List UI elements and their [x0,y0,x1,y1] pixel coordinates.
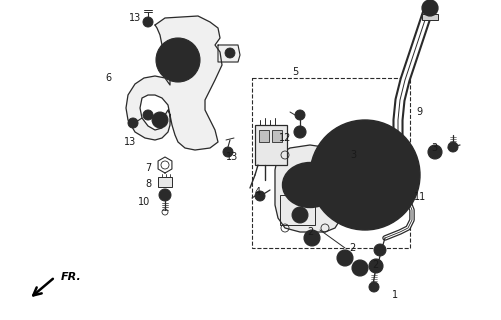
Circle shape [292,207,308,223]
Text: 1: 1 [392,290,398,300]
Text: FR.: FR. [61,272,82,282]
Circle shape [310,120,420,230]
Text: 3: 3 [350,150,356,160]
Circle shape [159,189,171,201]
Circle shape [152,112,168,128]
Circle shape [352,260,368,276]
Bar [272,130,282,142]
Circle shape [345,155,385,195]
Text: 2: 2 [372,260,378,270]
Text: 9: 9 [416,107,422,117]
Text: 10: 10 [138,197,150,207]
Circle shape [369,282,379,292]
Circle shape [223,147,233,157]
Text: 2: 2 [349,243,355,253]
Text: 13: 13 [124,137,136,147]
Circle shape [156,38,200,82]
Polygon shape [218,45,240,62]
Polygon shape [126,16,222,150]
Text: 12: 12 [279,133,291,143]
Circle shape [369,259,383,273]
Circle shape [143,17,153,27]
Text: 11: 11 [414,192,426,202]
Circle shape [337,250,353,266]
Text: 4: 4 [255,187,261,197]
Circle shape [422,0,438,16]
Circle shape [374,244,386,256]
Text: 13: 13 [226,152,238,162]
Circle shape [225,48,235,58]
Circle shape [448,142,458,152]
Ellipse shape [283,163,338,207]
Polygon shape [275,145,340,232]
Bar [259,130,269,142]
Text: 3: 3 [431,143,437,153]
Text: 7: 7 [145,163,151,173]
Circle shape [397,154,413,170]
Text: 8: 8 [145,179,151,189]
Bar [252,78,410,248]
Circle shape [428,145,442,159]
Circle shape [255,191,265,201]
Circle shape [347,144,363,160]
Text: 6: 6 [105,73,111,83]
Bar [280,195,315,225]
Bar [158,177,172,187]
Circle shape [143,110,153,120]
Circle shape [295,110,305,120]
Bar [255,125,287,165]
Text: 5: 5 [292,67,298,77]
Bar [422,14,438,20]
Text: 2: 2 [307,227,313,237]
Circle shape [294,126,306,138]
Circle shape [304,230,320,246]
Text: 13: 13 [129,13,141,23]
Circle shape [128,118,138,128]
